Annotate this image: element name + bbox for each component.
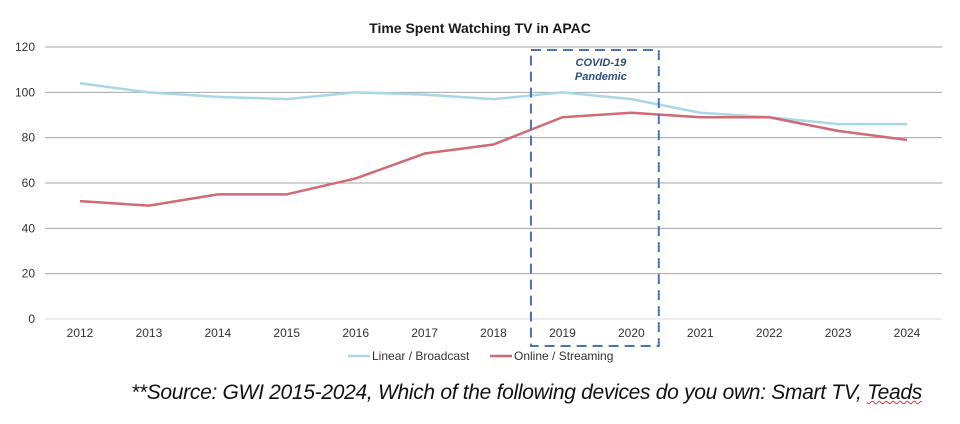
- y-tick-label: 120: [15, 40, 35, 54]
- x-tick-label: 2016: [342, 326, 369, 340]
- legend-label: Online / Streaming: [514, 349, 613, 363]
- series-line-1: [79, 82, 907, 126]
- y-tick-label: 20: [22, 267, 36, 281]
- x-tick-label: 2018: [480, 326, 507, 340]
- x-tick-label: 2024: [894, 326, 921, 340]
- x-tick-label: 2021: [687, 326, 714, 340]
- legend: Linear / Broadcast Online / Streaming: [348, 349, 613, 363]
- x-tick-label: 2020: [618, 326, 645, 340]
- x-tick-label: 2022: [756, 326, 783, 340]
- series-line-2: [79, 111, 908, 207]
- x-tick-label: 2015: [273, 326, 300, 340]
- x-tick-label: 2017: [411, 326, 438, 340]
- source-text: **Source: GWI 2015-2024, Which of the fo…: [130, 381, 868, 404]
- line-chart: Time Spent Watching TV in APAC 0 20 40 60 80…: [15, 20, 942, 363]
- x-tick-label: 2019: [549, 326, 576, 340]
- legend-label: Linear / Broadcast: [372, 349, 470, 363]
- y-tick-label: 80: [22, 131, 36, 145]
- covid-annotation: COVID-19 Pandemic: [529, 49, 660, 347]
- annotation-text: Pandemic: [575, 71, 627, 83]
- x-tick-label: 2014: [204, 326, 231, 340]
- y-tick-label: 0: [28, 312, 35, 326]
- source-teads: Teads: [867, 381, 922, 404]
- grid: 0 20 40 60 80 100 120: [15, 40, 942, 326]
- x-axis: 2012 2013 2014 2015 2016 2017 2018 2019 2020 2021…: [67, 326, 921, 340]
- series-lines: [79, 82, 908, 207]
- y-tick-label: 40: [22, 221, 36, 235]
- source-note: **Source: GWI 2015-2024, Which of the fo…: [131, 381, 922, 405]
- chart-title: Time Spent Watching TV in APAC: [369, 20, 591, 36]
- covid-box: [529, 49, 660, 347]
- x-tick-label: 2013: [136, 326, 163, 340]
- y-tick-label: 100: [15, 85, 35, 99]
- x-tick-label: 2012: [67, 326, 94, 340]
- annotation-text: COVID-19: [576, 57, 628, 69]
- y-tick-label: 60: [22, 176, 36, 190]
- x-tick-label: 2023: [825, 326, 852, 340]
